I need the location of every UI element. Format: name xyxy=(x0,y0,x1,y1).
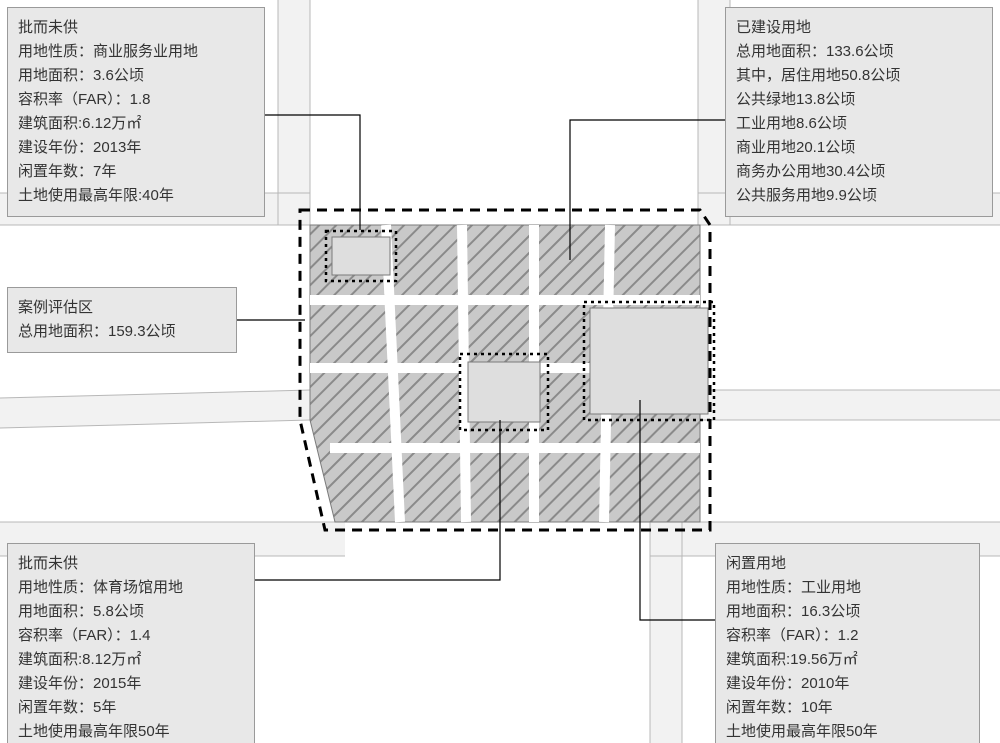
infobox-bottom-right: 闲置用地 用地性质：工业用地 用地面积：16.3公顷 容积率（FAR）：1.2 … xyxy=(715,543,980,743)
infobox-bottom-left: 批而未供 用地性质：体育场馆用地 用地面积：5.8公顷 容积率（FAR）：1.4… xyxy=(7,543,255,743)
infobox-mid-left: 案例评估区 总用地面积：159.3公顷 xyxy=(7,287,237,353)
plot-small-nw xyxy=(326,231,396,281)
road-nw-v xyxy=(278,0,310,225)
infobox-title: 批而未供 xyxy=(18,16,254,40)
plot-east xyxy=(584,302,714,420)
diagram-canvas: 批而未供 用地性质：商业服务业用地 用地面积：3.6公顷 容积率（FAR）：1.… xyxy=(0,0,1000,743)
infobox-top-left: 批而未供 用地性质：商业服务业用地 用地面积：3.6公顷 容积率（FAR）：1.… xyxy=(7,7,265,217)
infobox-title: 案例评估区 xyxy=(18,296,226,320)
infobox-title: 闲置用地 xyxy=(726,552,969,576)
infobox-title: 已建设用地 xyxy=(736,16,982,40)
road-mid-l xyxy=(0,390,310,428)
infobox-top-right: 已建设用地 总用地面积：133.6公顷 其中，居住用地50.8公顷 公共绿地13… xyxy=(725,7,993,217)
road-mid-r xyxy=(698,390,1000,420)
infobox-title: 批而未供 xyxy=(18,552,244,576)
road-se-v xyxy=(650,522,682,743)
plot-center xyxy=(460,354,548,430)
